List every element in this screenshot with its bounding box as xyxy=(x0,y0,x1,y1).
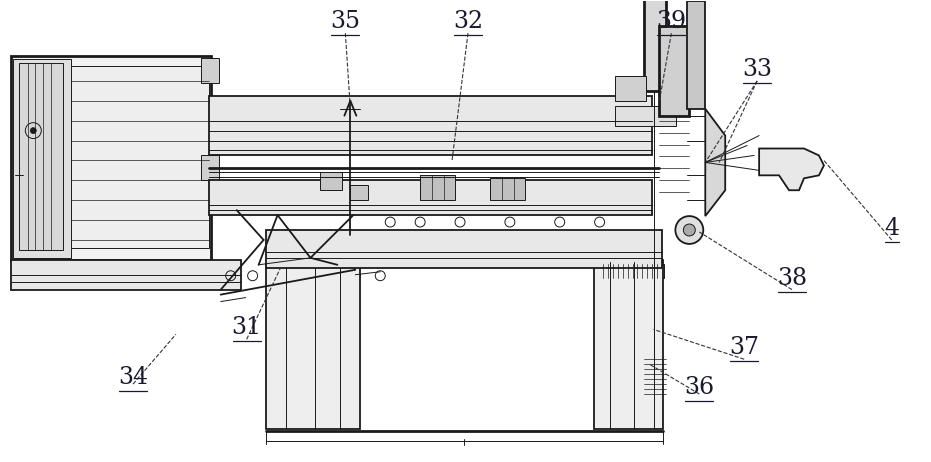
Circle shape xyxy=(31,128,36,134)
Bar xyxy=(265,265,360,429)
Bar xyxy=(687,1,706,109)
Bar xyxy=(320,172,343,190)
Text: 4: 4 xyxy=(884,217,899,240)
Bar xyxy=(20,63,63,250)
Circle shape xyxy=(675,216,703,244)
Bar xyxy=(614,76,646,101)
Bar xyxy=(644,0,667,91)
Circle shape xyxy=(683,224,695,236)
Text: 39: 39 xyxy=(656,10,686,33)
Bar xyxy=(71,66,209,248)
Bar xyxy=(13,59,71,258)
Bar xyxy=(614,106,676,126)
Bar xyxy=(201,58,219,83)
Bar xyxy=(659,26,689,116)
Bar xyxy=(594,260,664,429)
Text: 36: 36 xyxy=(684,376,714,399)
Text: 33: 33 xyxy=(742,58,772,81)
Bar xyxy=(209,180,653,215)
Bar xyxy=(11,56,210,260)
Polygon shape xyxy=(706,109,725,216)
Bar xyxy=(201,155,219,180)
Bar xyxy=(265,230,663,268)
Polygon shape xyxy=(759,148,824,190)
Text: 31: 31 xyxy=(232,316,262,340)
Text: 37: 37 xyxy=(729,336,759,359)
Bar xyxy=(350,185,369,200)
Text: 38: 38 xyxy=(777,267,807,290)
Bar xyxy=(11,260,241,290)
Bar xyxy=(420,176,455,200)
Bar xyxy=(209,96,653,155)
Bar xyxy=(490,178,525,200)
Text: 32: 32 xyxy=(452,10,483,33)
Text: 34: 34 xyxy=(118,366,148,389)
Bar xyxy=(600,264,665,278)
Text: 35: 35 xyxy=(331,10,360,33)
